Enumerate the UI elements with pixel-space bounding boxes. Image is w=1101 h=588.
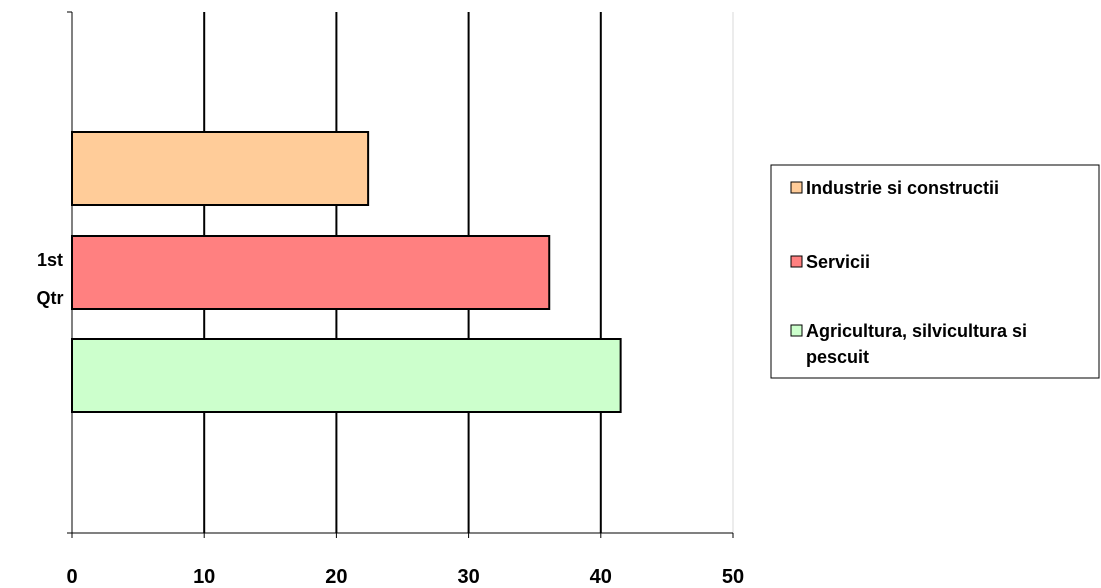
legend-label-industrie: Industrie si constructii <box>806 178 999 198</box>
x-tick-label-0: 0 <box>66 566 77 588</box>
legend-swatch-servicii <box>790 255 803 268</box>
x-tick-label-10: 10 <box>193 566 215 588</box>
legend-label-agricultura-line-1: Agricultura, silvicultura si <box>806 321 1027 341</box>
category-labels: 1st Qtr <box>37 250 64 308</box>
axes <box>67 11 733 534</box>
x-tick-label-40: 40 <box>590 566 612 588</box>
bars <box>71 131 622 413</box>
legend-label-agricultura: Agricultura, silvicultura si pescuit <box>806 321 1032 367</box>
bar-industrie <box>71 131 370 206</box>
x-tick-label-30: 30 <box>457 566 479 588</box>
legend-label-agricultura-line-2: pescuit <box>806 347 869 367</box>
x-tick-labels: 0 10 20 30 40 50 <box>66 566 744 588</box>
x-tick-label-20: 20 <box>325 566 347 588</box>
legend-swatch-agricultura <box>790 324 803 337</box>
legend-box <box>770 164 1100 379</box>
bar-agricultura <box>71 338 622 413</box>
legend: Industrie si constructii Servicii Agricu… <box>770 164 1100 379</box>
legend-label-servicii: Servicii <box>806 252 870 272</box>
category-label-line-2: Qtr <box>37 288 64 308</box>
bar-servicii <box>71 235 551 310</box>
category-label-line-1: 1st <box>37 250 63 270</box>
x-tick-label-50: 50 <box>722 566 744 588</box>
legend-swatch-industrie <box>790 181 803 194</box>
